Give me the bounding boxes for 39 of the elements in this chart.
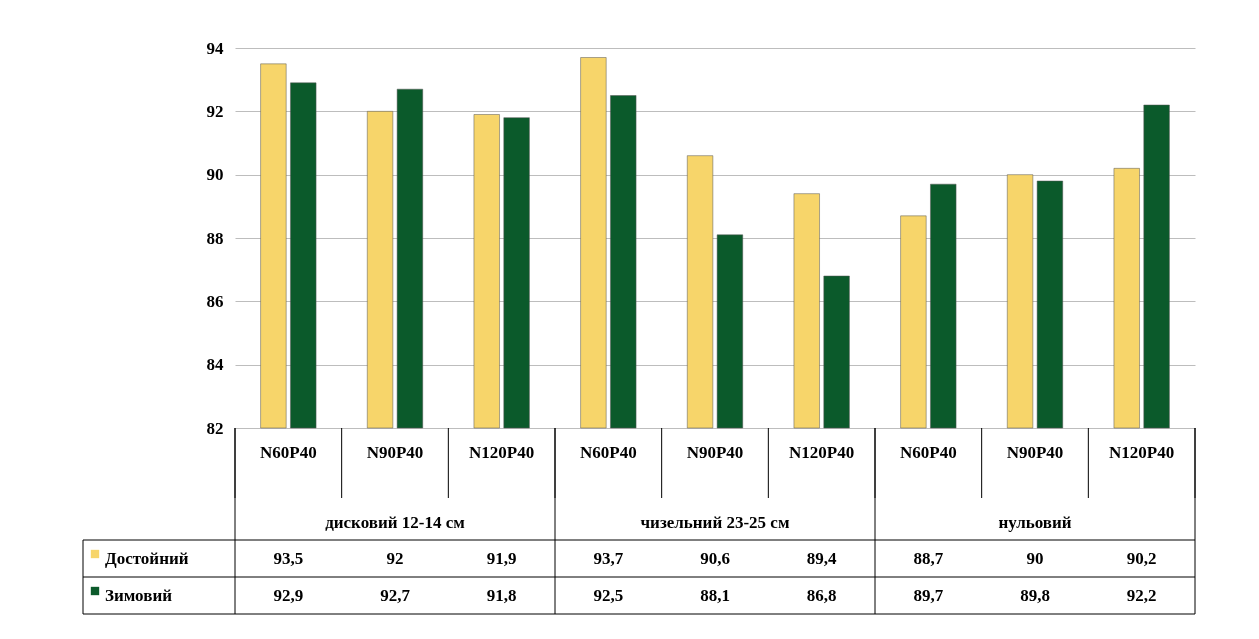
text: нульовий: [998, 513, 1072, 532]
x-tick-label: N120P40: [1109, 443, 1175, 462]
x-tick-label: N90P40: [1006, 443, 1064, 462]
x-tick-label: N60P40: [900, 443, 957, 462]
y-tick-label: 90: [206, 165, 224, 185]
data-label: 92: [386, 549, 404, 568]
y-tick-label: 84: [206, 355, 224, 375]
data-label: 92,5: [593, 586, 624, 605]
x-tick-label: N120P40: [789, 443, 855, 462]
data-label: 92,2: [1126, 586, 1157, 605]
y-tick-label: 82: [206, 418, 224, 438]
y-tick-label: 88: [206, 228, 224, 248]
data-label: 90,6: [700, 549, 730, 568]
legend-label: Достойний: [105, 549, 189, 568]
data-label: 90: [1026, 549, 1044, 568]
x-tick-label: N90P40: [686, 443, 744, 462]
legend-label: Зимовий: [105, 586, 173, 605]
data-label: 93,5: [273, 549, 304, 568]
data-label: 89,7: [913, 586, 944, 605]
y-tick-label: 94: [206, 38, 224, 58]
text: дисковий 12-14 см: [325, 513, 466, 532]
data-label: 88,1: [700, 586, 730, 605]
x-tick-label: N60P40: [580, 443, 637, 462]
y-tick-label: 86: [206, 291, 224, 311]
x-tick-label: N120P40: [469, 443, 535, 462]
data-label: 89,4: [806, 549, 838, 568]
data-label: 91,8: [486, 586, 517, 605]
text: чизельний 23-25 см: [640, 513, 790, 532]
x-tick-label: N90P40: [366, 443, 424, 462]
data-label: 93,7: [593, 549, 624, 568]
data-label: 92,7: [380, 586, 411, 605]
data-label: 88,7: [913, 549, 944, 568]
data-label: 91,9: [486, 549, 517, 568]
data-label: 90,2: [1126, 549, 1157, 568]
data-label: 89,8: [1020, 586, 1050, 605]
x-tick-label: N60P40: [260, 443, 317, 462]
data-label: 86,8: [806, 586, 837, 605]
data-label: 92,9: [273, 586, 304, 605]
y-tick-label: 92: [206, 101, 224, 121]
